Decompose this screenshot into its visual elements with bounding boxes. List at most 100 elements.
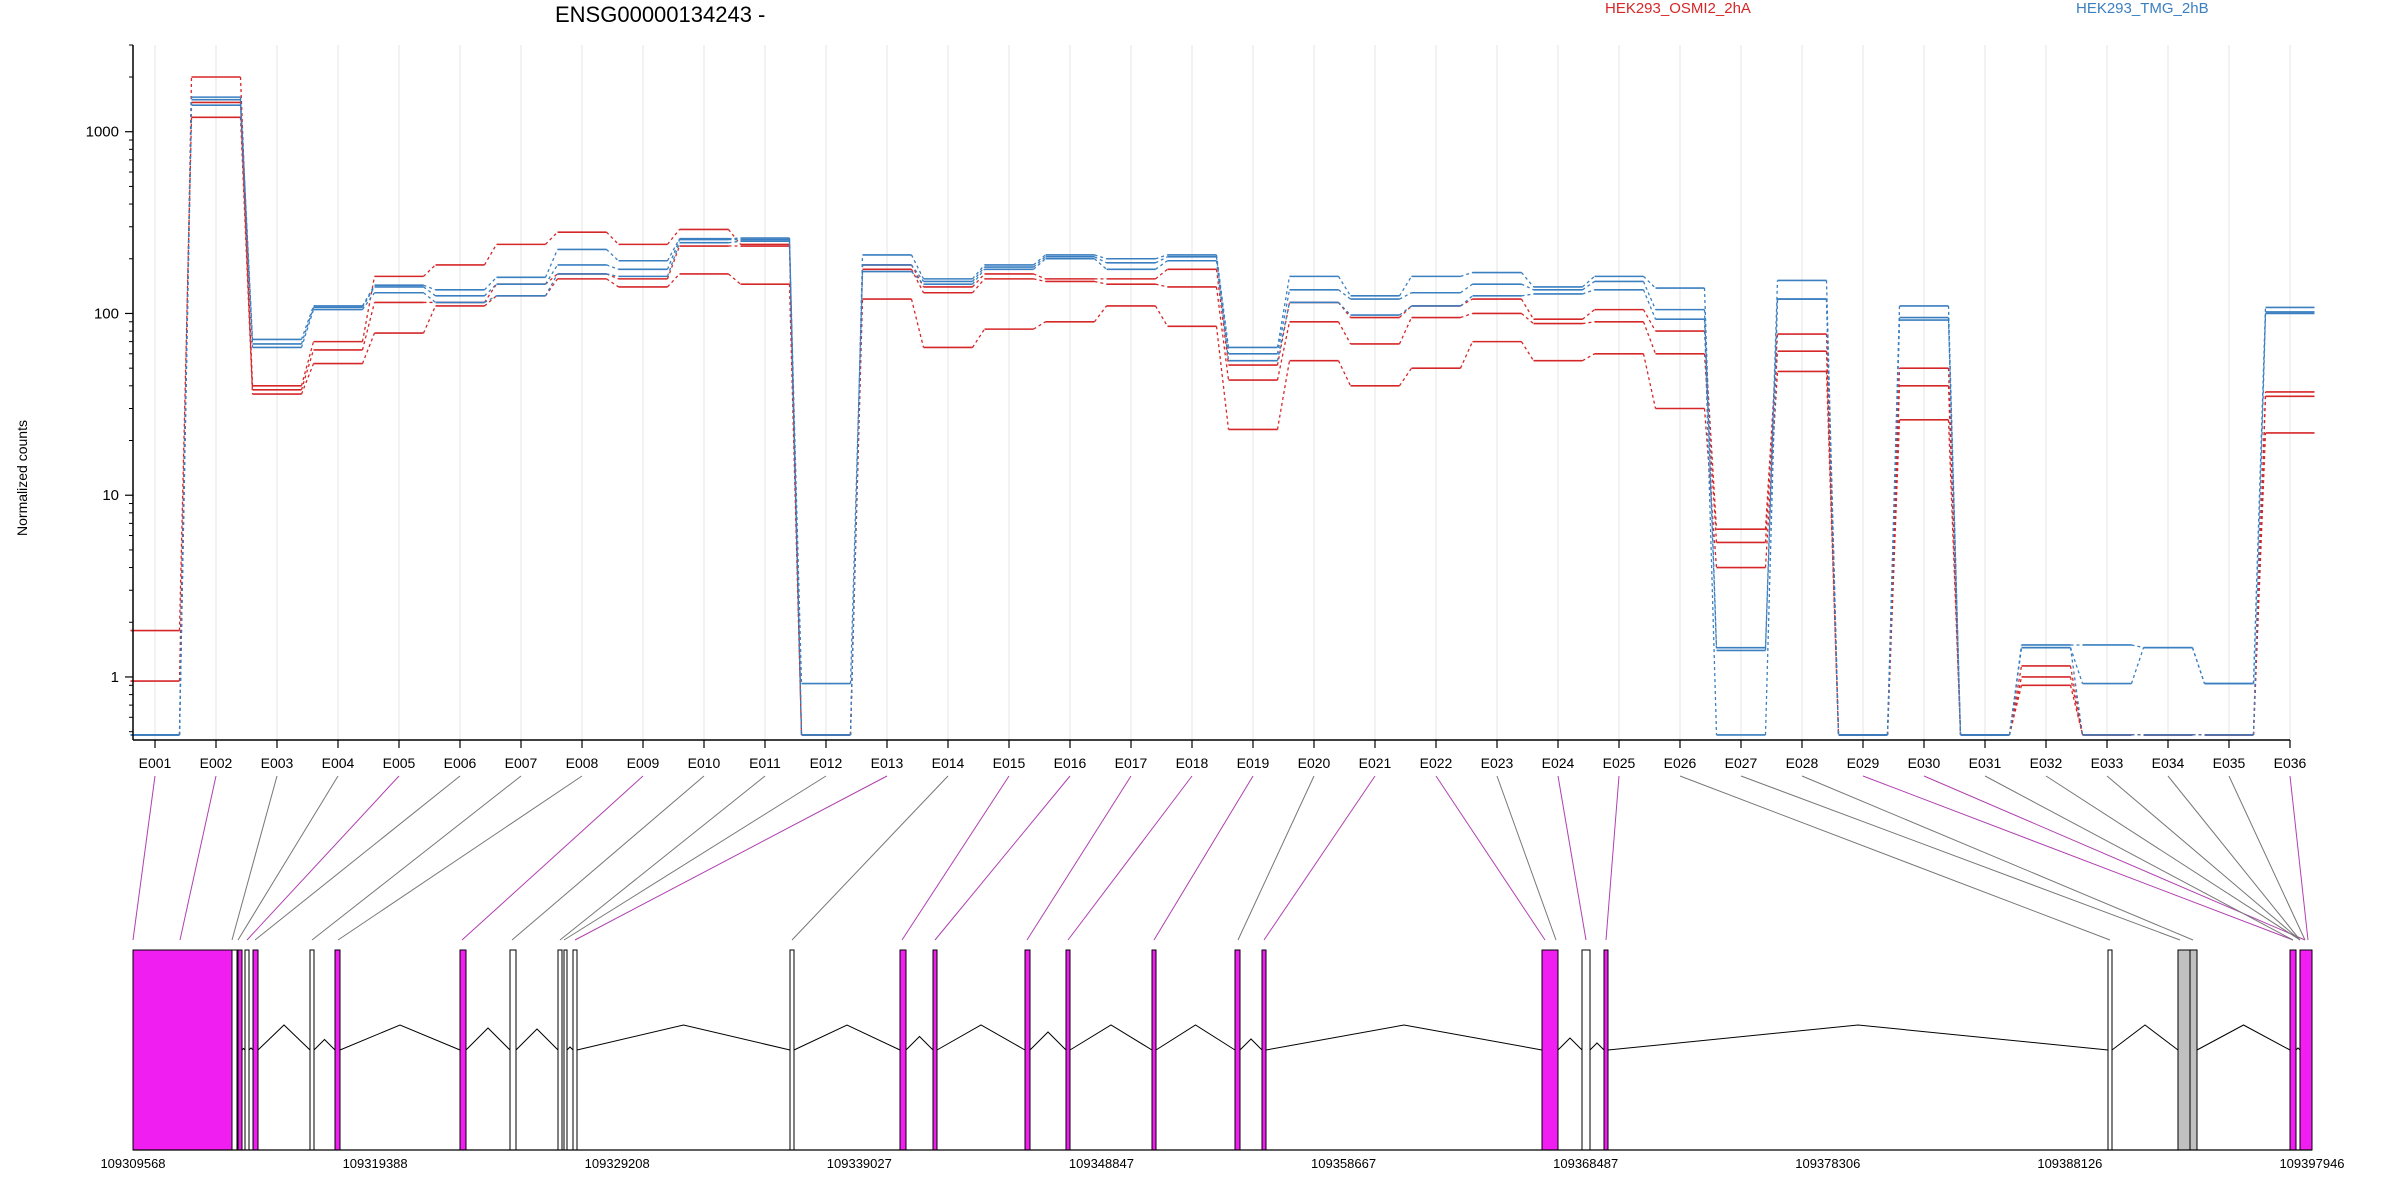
join-mark (1764, 299, 1779, 651)
join-mark (1033, 321, 1046, 330)
x-tick-label-E003: E003 (261, 755, 294, 771)
exon-25 (2177, 949, 2191, 1151)
intron (576, 1024, 791, 1051)
x-tick-label-E025: E025 (1603, 755, 1636, 771)
exon-7 (334, 949, 341, 1151)
join-mark (1155, 256, 1168, 264)
connector-E004 (237, 775, 339, 941)
join-mark (606, 278, 619, 288)
join-mark (423, 264, 436, 277)
intron (257, 1024, 311, 1051)
join-mark (483, 283, 498, 303)
join-mark (666, 245, 681, 280)
connector-E010 (511, 775, 705, 941)
genome-tick-109319388: 109319388 (343, 1156, 408, 1171)
join-mark (2252, 391, 2267, 735)
join-mark (361, 286, 376, 308)
connector-E009 (461, 775, 644, 941)
join-mark (178, 97, 193, 735)
join-mark (1521, 312, 1534, 325)
grid (154, 45, 2291, 740)
x-tick-label-E005: E005 (383, 755, 416, 771)
join-mark (606, 273, 619, 278)
join-mark (1947, 368, 1962, 735)
join-mark (1033, 273, 1046, 280)
x-tick-label-E028: E028 (1786, 755, 1819, 771)
exon-18 (1151, 949, 1157, 1151)
join-mark (1460, 271, 1473, 277)
connector-E023 (1496, 775, 1557, 941)
join-mark (545, 231, 558, 245)
exon-9 (509, 949, 517, 1151)
join-mark (1155, 260, 1168, 270)
join-mark (666, 229, 681, 245)
join-mark (1521, 283, 1534, 291)
join-mark (544, 273, 559, 297)
x-tick-label-E013: E013 (871, 755, 904, 771)
connector-E013 (574, 775, 888, 941)
connector-E014 (791, 775, 949, 941)
join-mark (2008, 665, 2023, 736)
join-mark (544, 278, 559, 297)
join-mark (728, 240, 741, 244)
join-mark (1764, 299, 1779, 735)
exon-14 (899, 949, 907, 1151)
connector-E016 (934, 775, 1071, 941)
intron (905, 1035, 934, 1051)
x-tick-label-E004: E004 (322, 755, 355, 771)
exon-4 (244, 949, 250, 1151)
join-mark (728, 273, 741, 285)
x-tick-label-E034: E034 (2152, 755, 2185, 771)
x-tick-label-E029: E029 (1847, 755, 1880, 771)
join-mark (1033, 256, 1046, 268)
join-mark (1886, 305, 1901, 735)
exon-6 (309, 949, 315, 1151)
join-mark (1094, 256, 1107, 264)
legend-entry-osmi: HEK293_OSMI2_2hA (1605, 0, 1751, 17)
join-mark (1033, 254, 1046, 266)
join-mark (484, 295, 497, 304)
y-tick-label-1: 1 (111, 669, 119, 686)
series-blue-5 (130, 96, 2315, 736)
x-tick-label-E024: E024 (1542, 755, 1575, 771)
gene-title: ENSG00000134243 - (555, 2, 766, 27)
genome-tick-109378306: 109378306 (1795, 1156, 1860, 1171)
join-mark (2252, 307, 2267, 684)
x-tick-label-E033: E033 (2091, 755, 2124, 771)
join-mark (1520, 341, 1535, 362)
join-mark (1215, 286, 1230, 381)
exon-13 (789, 949, 795, 1151)
exon-24 (2107, 949, 2113, 1151)
join-mark (300, 305, 315, 340)
exon-22 (1581, 949, 1591, 1151)
join-mark (788, 239, 803, 735)
join-mark (1337, 321, 1352, 345)
join-mark (1276, 360, 1291, 430)
join-mark (1642, 309, 1657, 332)
x-tick-label-E018: E018 (1176, 755, 1209, 771)
connector-E017 (1026, 775, 1132, 941)
intron (1239, 1038, 1263, 1051)
join-mark (1215, 260, 1230, 361)
x-tick-label-E030: E030 (1908, 755, 1941, 771)
genome-tick-109348847: 109348847 (1069, 1156, 1134, 1171)
connector-E025 (1605, 775, 1620, 941)
intron (515, 1028, 559, 1051)
x-tick-label-E035: E035 (2213, 755, 2246, 771)
x-tick-label-E017: E017 (1115, 755, 1148, 771)
intron (313, 1038, 336, 1051)
intron (248, 1047, 254, 1051)
join-mark (606, 264, 619, 270)
genome-tick-109309568: 109309568 (100, 1156, 165, 1171)
join-mark (239, 99, 254, 344)
join-mark (1399, 292, 1412, 300)
join-mark (1521, 293, 1534, 297)
join-mark (178, 117, 193, 631)
join-mark (1276, 276, 1291, 348)
connector-E027 (1740, 775, 2181, 941)
intron (1607, 1024, 2109, 1051)
exon-10 (557, 949, 563, 1151)
genome-tick-109388126: 109388126 (2037, 1156, 2102, 1171)
exon-23 (1603, 949, 1609, 1151)
join-mark (666, 242, 681, 277)
